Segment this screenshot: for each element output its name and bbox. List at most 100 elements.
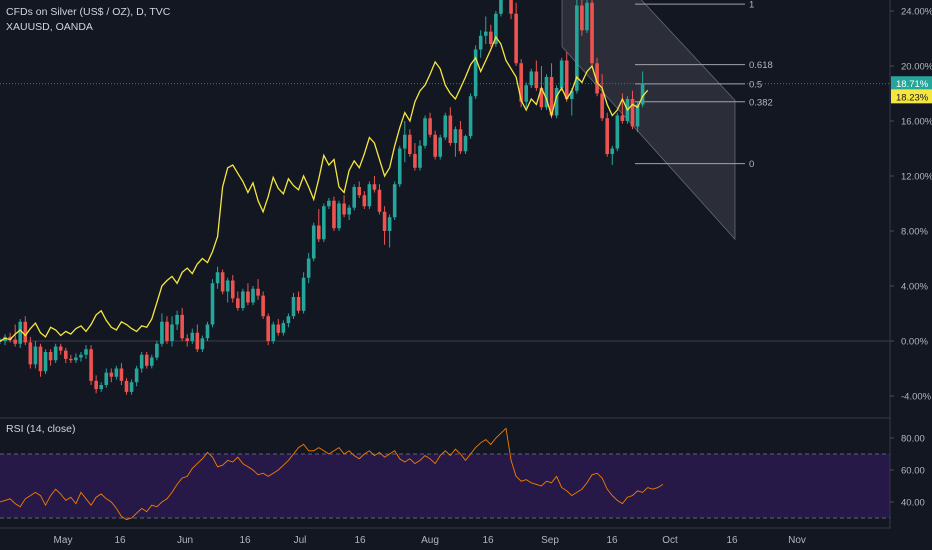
candle-body: [408, 134, 412, 154]
candle-body: [357, 187, 362, 196]
candle-body: [585, 2, 589, 31]
fib-level-label-0.5: 0.5: [749, 79, 762, 90]
gold-compare-line: [0, 35, 649, 342]
rsi-band-fill: [0, 454, 890, 518]
x-tick-label: Aug: [421, 535, 439, 546]
compare-symbol-legend[interactable]: XAUUSD, OANDA: [6, 21, 93, 33]
channel-fill[interactable]: [561, 0, 736, 241]
candle-body: [423, 118, 427, 146]
candle-body: [575, 5, 579, 91]
channel-drawing[interactable]: [561, 0, 736, 241]
candle-body: [205, 324, 210, 339]
candle-body: [438, 137, 443, 157]
candle-body: [640, 83, 645, 105]
silver-price-badge-text: 18.71%: [896, 79, 929, 90]
candle-body: [8, 336, 12, 340]
candle-body: [281, 323, 286, 333]
candle-body: [144, 354, 149, 366]
x-tick-label: 16: [114, 535, 126, 546]
x-tick-label: May: [54, 535, 73, 546]
x-tick-label: Jun: [177, 535, 193, 546]
candle-body: [615, 115, 620, 149]
x-tick-label: 16: [606, 535, 618, 546]
candle-body: [494, 13, 498, 44]
candle-body: [605, 118, 609, 154]
candle-body: [610, 148, 615, 154]
rsi-legend-title[interactable]: RSI (14, close): [6, 423, 76, 435]
candle-body: [362, 195, 367, 207]
candle-body: [261, 295, 265, 317]
candle-body: [595, 63, 599, 94]
candle-body: [63, 350, 68, 359]
fib-level-label-0.382: 0.382: [749, 97, 773, 108]
candle-body: [569, 90, 574, 99]
candle-body: [271, 324, 276, 341]
candle-body: [327, 200, 331, 207]
candle-body: [286, 316, 291, 324]
candle-body: [170, 324, 174, 341]
candle-body: [114, 368, 119, 377]
candle-body: [316, 225, 321, 240]
candle-body: [58, 346, 63, 351]
candle-body: [433, 134, 437, 157]
candle-body: [160, 321, 164, 344]
candle-body: [590, 2, 594, 64]
fib-level-label-0: 0: [749, 159, 754, 170]
candle-body: [225, 280, 230, 292]
candle-body: [195, 332, 200, 350]
x-tick-label: Nov: [788, 535, 806, 546]
candle-body: [18, 321, 23, 344]
candle-body: [564, 60, 569, 99]
candle-body: [185, 338, 190, 341]
x-tick-label: 16: [482, 535, 494, 546]
y-tick-label: -4.00%: [901, 392, 932, 403]
axis-labels-layer: 24.00% 20.00% 16.00% 12.00% 8.00% 4.00% 0.00% -…: [54, 7, 932, 546]
candle-body: [155, 343, 159, 358]
candle-body: [524, 85, 529, 102]
candle-body: [489, 31, 493, 44]
candle-body: [210, 283, 215, 325]
candle-body: [458, 129, 463, 152]
candle-body: [468, 96, 473, 137]
candle-body: [387, 217, 392, 231]
candle-body: [291, 297, 296, 317]
candle-body: [134, 368, 139, 383]
candle-body: [600, 93, 604, 119]
candle-body: [620, 115, 625, 121]
candle-body: [311, 225, 316, 259]
candle-body: [499, 0, 503, 14]
candle-body: [256, 288, 260, 296]
candle-body: [580, 5, 584, 31]
candle-body: [175, 314, 179, 325]
candle-body: [473, 49, 478, 97]
x-tick-label: 16: [726, 535, 738, 546]
gold-price-badge-text: 18.23%: [896, 92, 929, 103]
candle-body: [150, 357, 154, 366]
candle-body: [630, 99, 635, 127]
silver-price-badge[interactable]: [891, 76, 932, 91]
candle-body: [372, 184, 377, 190]
candle-body: [109, 372, 114, 377]
candle-body: [33, 346, 38, 365]
candle-body: [276, 324, 281, 333]
candle-body: [306, 258, 311, 278]
main-legend-title[interactable]: CFDs on Silver (US$ / OZ), D, TVC: [6, 6, 171, 18]
candle-body: [443, 115, 448, 138]
candle-body: [220, 272, 225, 292]
fibonacci-retracement-drawing[interactable]: 1 0.618 0.5 0.382 0: [635, 0, 773, 170]
gold-price-badge[interactable]: [891, 89, 932, 104]
rsi-band-layer: [0, 453, 890, 519]
candle-body: [89, 349, 93, 381]
candle-body: [38, 346, 43, 372]
candle-body: [367, 184, 372, 207]
candle-body: [236, 298, 240, 308]
candle-body: [397, 148, 402, 185]
y-tick-label: 12.00%: [901, 172, 932, 183]
x-tick-label: 16: [239, 535, 251, 546]
y-tick-label: 20.00%: [901, 62, 932, 73]
rsi-line-path: [0, 427, 664, 521]
candle-body: [534, 71, 539, 88]
candle-body: [559, 60, 564, 88]
